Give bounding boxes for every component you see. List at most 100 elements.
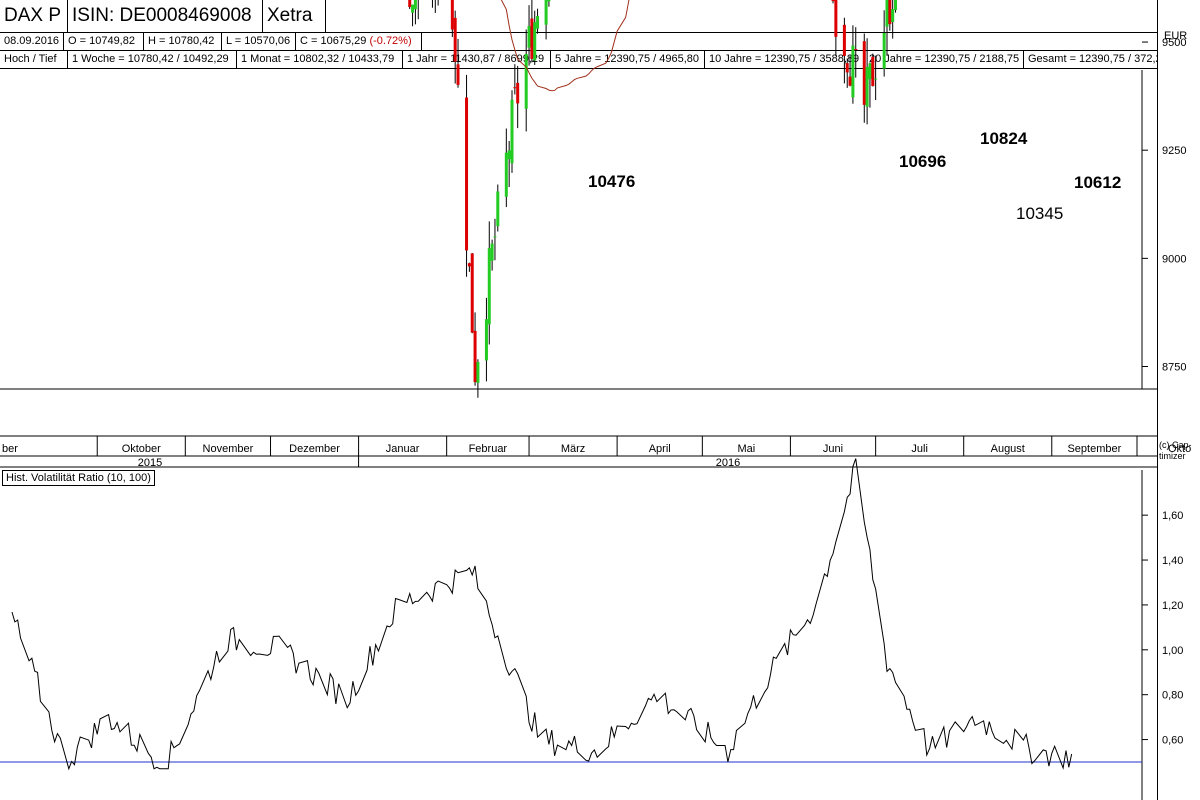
- year-label-2015: 2015: [138, 457, 162, 469]
- month-label: Oktober: [122, 443, 161, 455]
- candle-body: [510, 99, 514, 164]
- price-tick-label: 9000: [1162, 253, 1186, 265]
- month-label: Okto: [1168, 443, 1191, 455]
- candle-body: [507, 150, 511, 160]
- price-tick-label: 8750: [1162, 362, 1186, 374]
- candle-body: [456, 64, 460, 85]
- candle-body: [888, 0, 892, 25]
- month-label: Januar: [386, 443, 420, 455]
- month-label: März: [561, 443, 585, 455]
- moving-average-short-line: [500, 0, 630, 92]
- price-tick-label: 9250: [1162, 145, 1186, 157]
- candle-body: [467, 263, 471, 267]
- indicator-tick-label: 1,40: [1162, 555, 1183, 567]
- candle-body: [487, 248, 491, 325]
- candle-body: [834, 0, 838, 37]
- candle-body: [848, 76, 852, 86]
- candle-body: [484, 319, 488, 361]
- isin-label: ISIN: DE0008469008: [68, 0, 263, 32]
- candle-body: [851, 45, 855, 98]
- quote-close-value: C = 10675,29: [300, 35, 367, 47]
- price-tick-label: 9500: [1162, 37, 1186, 49]
- candle-body: [496, 191, 500, 227]
- candle-body: [894, 0, 898, 11]
- candle-body: [868, 63, 872, 80]
- candle-body: [413, 0, 417, 10]
- indicator-tick-label: 1,60: [1162, 510, 1183, 522]
- quote-close: C = 10675,29 (-0.72%): [296, 33, 422, 50]
- volatility-ratio-line: [11, 458, 1073, 771]
- candle-body: [891, 9, 895, 23]
- exchange-label: Xetra: [263, 0, 326, 32]
- month-label: Juli: [911, 443, 928, 455]
- title-bar: DAX P ISIN: DE0008469008 Xetra: [0, 0, 1157, 33]
- candle-body: [490, 243, 494, 261]
- candle-body: [530, 18, 534, 59]
- candle-body: [871, 56, 875, 86]
- indicator-tick-label: 1,00: [1162, 645, 1183, 657]
- currency-label: EUR: [1164, 30, 1188, 42]
- candle-body: [527, 25, 531, 48]
- candle-body: [854, 49, 858, 51]
- candle-body: [882, 32, 886, 69]
- candle-body: [831, 0, 835, 2]
- quote-change: (-0.72%): [369, 35, 412, 47]
- annotation-10476: 10476: [588, 172, 635, 191]
- month-label: Juni: [823, 443, 843, 455]
- annotation-10696: 10696: [899, 152, 946, 171]
- quote-open: O = 10749,82: [64, 33, 144, 50]
- month-label: November: [203, 443, 254, 455]
- candle-body: [493, 236, 497, 238]
- candle-body: [547, 0, 551, 2]
- month-label: April: [649, 443, 671, 455]
- month-label: Februar: [469, 443, 508, 455]
- candle-body: [524, 53, 528, 109]
- quote-date: 08.09.2016: [0, 33, 64, 50]
- month-label: September: [1067, 443, 1121, 455]
- candle-body: [465, 97, 469, 251]
- candle-body: [453, 17, 457, 62]
- candle-body: [513, 87, 517, 89]
- candle-body: [874, 78, 878, 80]
- candle-body: [536, 16, 540, 29]
- range-row: Hoch / Tief 1 Woche = 10780,42 / 10492,2…: [0, 51, 1157, 69]
- quote-low: L = 10570,06: [222, 33, 296, 50]
- month-label: August: [991, 443, 1025, 455]
- annotation-10345: 10345: [1016, 204, 1063, 223]
- month-label: ber: [2, 443, 18, 455]
- range-5years: 5 Jahre = 12390,75 / 4965,80: [551, 51, 705, 68]
- range-month: 1 Monat = 10802,32 / 10433,79: [237, 51, 403, 68]
- range-total: Gesamt = 12390,75 / 372,2: [1028, 53, 1157, 65]
- indicator-tick-label: 0,60: [1162, 735, 1183, 747]
- candle-body: [862, 41, 866, 105]
- symbol-label: DAX P: [0, 0, 68, 32]
- candle-body: [470, 253, 474, 333]
- range-20years: 20 Jahre = 12390,75 / 2188,75: [865, 51, 1024, 68]
- candle-body: [865, 67, 869, 107]
- month-label: Mai: [738, 443, 756, 455]
- range-1year: 1 Jahr = 11430,87 / 8699,29: [403, 51, 551, 68]
- annotation-10824: 10824: [980, 129, 1028, 148]
- quote-high: H = 10780,42: [144, 33, 222, 50]
- candle-body: [411, 4, 415, 13]
- indicator-tick-label: 0,80: [1162, 690, 1183, 702]
- quote-row: 08.09.2016 O = 10749,82 H = 10780,42 L =…: [0, 33, 1157, 51]
- candle-body: [450, 0, 454, 30]
- candle-body: [845, 63, 849, 73]
- month-label: Dezember: [289, 443, 340, 455]
- candle-body: [476, 362, 480, 383]
- candle-body: [842, 24, 846, 56]
- candle-body: [544, 0, 548, 25]
- candle-body: [408, 0, 412, 8]
- candle-body: [473, 330, 477, 383]
- candle-body: [516, 82, 520, 104]
- annotation-10612: 10612: [1074, 173, 1121, 192]
- range-label: Hoch / Tief: [0, 51, 68, 68]
- candle-body: [504, 152, 508, 197]
- indicator-label: Hist. Volatilität Ratio (10, 100): [2, 470, 155, 486]
- price-axis-column: [1157, 0, 1200, 800]
- candle-body: [533, 22, 537, 61]
- candle-body: [885, 0, 889, 27]
- indicator-tick-label: 1,20: [1162, 600, 1183, 612]
